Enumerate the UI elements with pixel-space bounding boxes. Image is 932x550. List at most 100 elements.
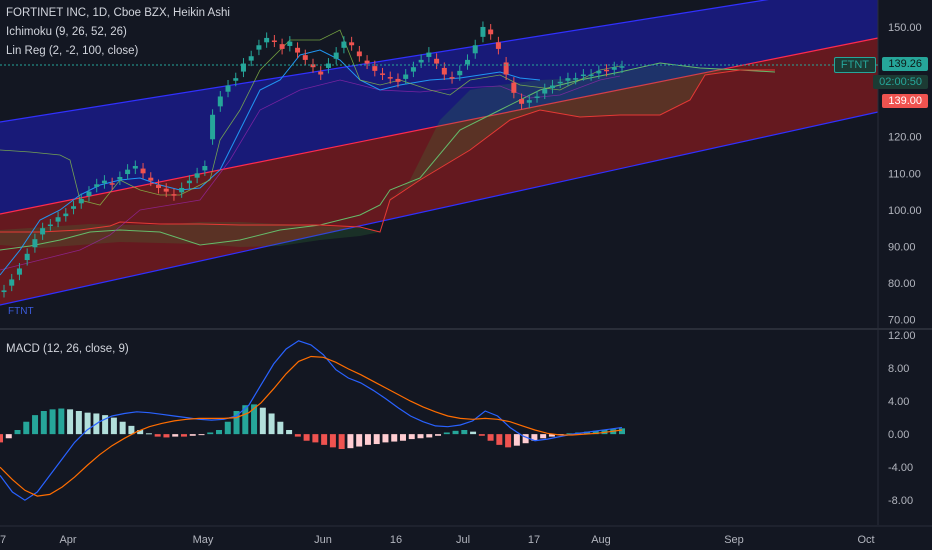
candle-body <box>125 169 131 175</box>
macd-histogram-bar <box>154 434 161 437</box>
macd-line <box>0 340 623 501</box>
candle-body <box>109 183 115 185</box>
macd-histogram-bar <box>487 434 494 441</box>
price-tick-label: 80.00 <box>888 278 916 290</box>
candle-body <box>302 55 308 60</box>
candle-body <box>287 41 293 46</box>
candle-body <box>488 29 494 35</box>
time-tick-label: Aug <box>591 534 611 546</box>
candle-body <box>426 52 432 57</box>
candle-body <box>519 99 525 104</box>
candle-body <box>372 66 378 71</box>
candle-body <box>94 184 100 187</box>
macd-histogram-bar <box>207 432 214 435</box>
candle-body <box>611 67 617 70</box>
candle-body <box>271 40 277 42</box>
candle-body <box>47 224 53 227</box>
macd-histogram-bar <box>84 412 91 435</box>
candle-body <box>325 63 331 68</box>
candle-body <box>9 279 15 286</box>
candle-body <box>341 41 347 48</box>
candle-body <box>16 268 22 275</box>
macd-legend[interactable]: MACD (12, 26, close, 9) <box>6 343 129 355</box>
price-tick-label: 120.00 <box>888 132 922 144</box>
macd-tick-label: 12.00 <box>888 330 916 342</box>
symbol-legend[interactable]: FORTINET INC, 1D, Cboe BZX, Heikin Ashi <box>6 7 230 19</box>
time-tick-label: 16 <box>390 534 402 546</box>
macd-histogram-bar <box>137 430 144 435</box>
candle-body <box>24 253 30 261</box>
candle-body <box>511 82 517 93</box>
macd-histogram-bar <box>364 434 371 445</box>
macd-histogram-bar <box>592 430 599 435</box>
candle-body <box>457 70 463 76</box>
candle-body <box>503 62 509 75</box>
macd-pane <box>0 340 625 501</box>
candle-body <box>565 78 571 81</box>
candle-body <box>179 187 185 193</box>
candle-body <box>55 217 61 222</box>
macd-histogram-bar <box>286 430 293 435</box>
macd-histogram-bar <box>32 415 39 435</box>
macd-histogram-bar <box>496 434 503 445</box>
macd-histogram-bar <box>443 432 450 435</box>
macd-histogram-bar <box>172 434 179 437</box>
macd-histogram-bar <box>566 433 573 435</box>
macd-histogram-bar <box>347 434 354 449</box>
macd-histogram-bar <box>435 434 442 436</box>
macd-histogram-bar <box>14 430 21 435</box>
linreg-legend[interactable]: Lin Reg (2, -2, 100, close) <box>6 45 139 57</box>
candle-body <box>387 77 393 79</box>
candle-body <box>264 37 270 43</box>
signal-line <box>0 355 623 497</box>
candle-body <box>78 198 84 204</box>
ichimoku-legend[interactable]: Ichimoku (9, 26, 52, 26) <box>6 26 127 38</box>
macd-histogram-bar <box>548 434 555 437</box>
macd-histogram-bar <box>583 431 590 435</box>
macd-histogram-bar <box>40 411 47 435</box>
regression-lower-line <box>0 111 879 306</box>
candles-group <box>1 21 625 298</box>
candle-body <box>163 188 169 192</box>
candle-body <box>580 74 586 77</box>
macd-histogram-bar <box>399 434 406 441</box>
macd-histogram-bar <box>251 404 258 435</box>
watermark-label: FTNT <box>8 306 34 317</box>
candle-body <box>604 69 610 72</box>
time-tick-label: 17 <box>528 534 540 546</box>
current-price-tag: 139.26 <box>882 57 928 71</box>
macd-histogram-bar <box>417 434 424 439</box>
candle-body <box>542 89 548 94</box>
macd-histogram-bar <box>294 434 301 437</box>
candle-body <box>248 56 254 61</box>
macd-histogram-bar <box>391 434 398 442</box>
price-tick-label: 110.00 <box>888 168 921 180</box>
macd-histogram-bar <box>242 405 249 435</box>
candle-body <box>86 191 92 197</box>
candle-body <box>472 45 478 54</box>
candle-body <box>117 176 123 180</box>
candle-body <box>557 81 563 84</box>
candle-body <box>1 290 7 293</box>
candle-body <box>434 58 440 64</box>
candle-body <box>210 114 216 140</box>
macd-histogram-bar <box>303 434 310 441</box>
candle-body <box>295 47 301 53</box>
macd-histogram-bar <box>461 430 468 435</box>
macd-histogram-bar <box>505 434 512 448</box>
candle-body <box>333 52 339 59</box>
price-tick-label: 150.00 <box>888 22 922 34</box>
time-tick-label: Apr <box>59 534 76 546</box>
price-tick-label: 90.00 <box>888 242 916 254</box>
macd-histogram-bar <box>312 434 319 443</box>
candle-body <box>356 51 362 57</box>
macd-histogram-bar <box>180 434 187 437</box>
candle-body <box>441 67 447 75</box>
macd-histogram-bar <box>540 434 547 439</box>
candle-body <box>171 194 177 196</box>
candle-body <box>596 70 602 74</box>
macd-histogram-bar <box>224 421 231 435</box>
time-tick-label: Jun <box>314 534 332 546</box>
